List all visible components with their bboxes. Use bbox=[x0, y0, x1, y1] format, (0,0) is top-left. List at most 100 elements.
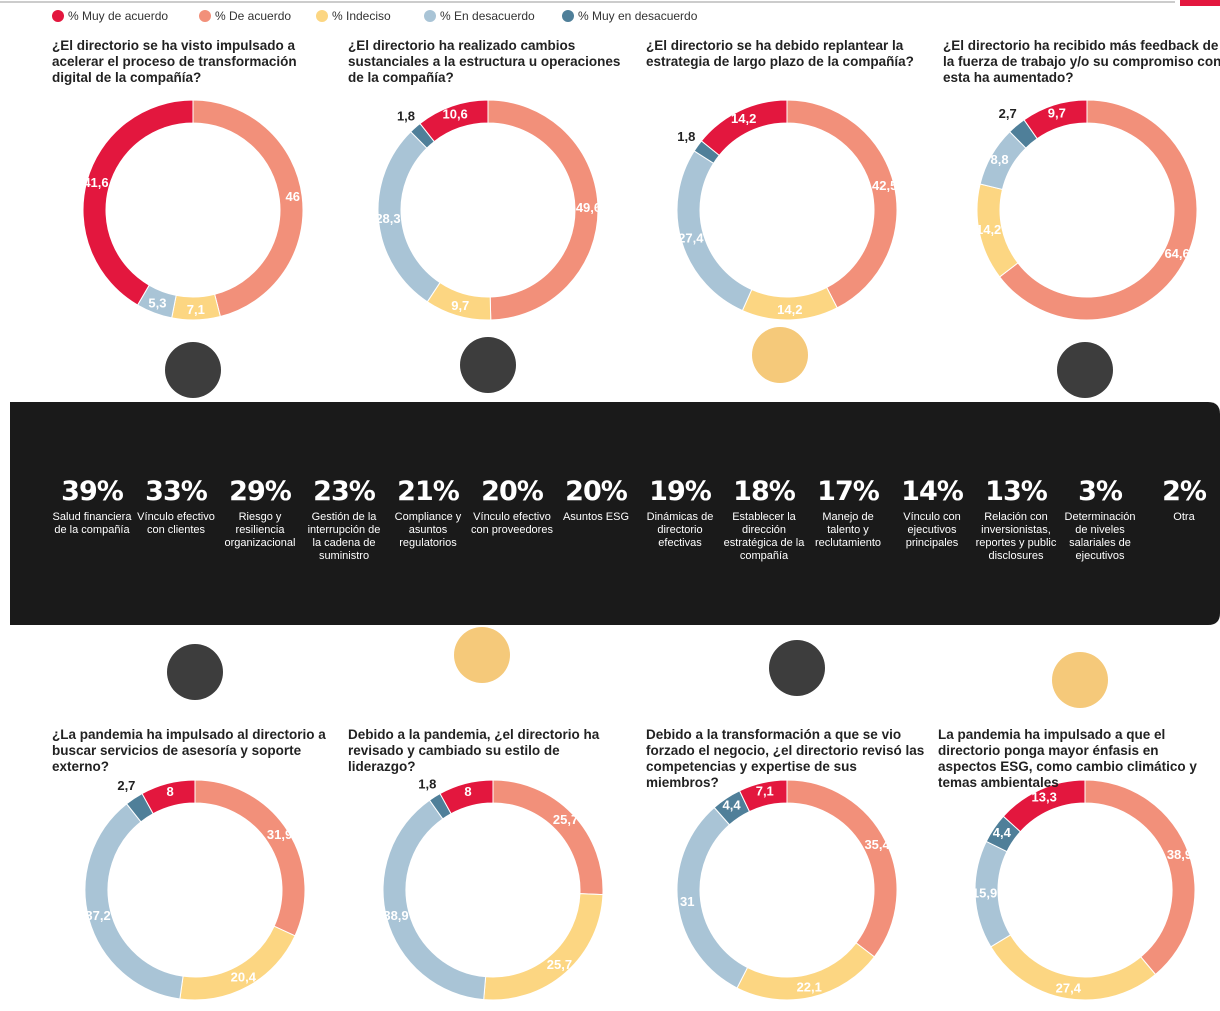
topic-label: Vínculo con ejecutivos principales bbox=[890, 511, 974, 550]
value-label: 64,6 bbox=[1164, 246, 1189, 261]
value-label: 2,7 bbox=[117, 778, 135, 793]
topic-label: Vínculo efectivo con proveedores bbox=[470, 511, 554, 537]
topic-label: Determinación de niveles salariales de e… bbox=[1058, 511, 1142, 563]
topic-label: Dinámicas de directorio efectivas bbox=[638, 511, 722, 550]
chart-title: ¿El directorio ha realizado cambios sust… bbox=[348, 38, 630, 86]
value-label: 20,4 bbox=[231, 970, 257, 985]
topic-label: Relación con inversionistas, reportes y … bbox=[974, 511, 1058, 563]
value-label: 8 bbox=[166, 784, 173, 799]
topic: 13% Relación con inversionistas, reportes… bbox=[974, 476, 1058, 563]
topic-percent: 23% bbox=[302, 476, 386, 507]
donut-segment bbox=[180, 926, 295, 1000]
donut-segment bbox=[195, 780, 305, 936]
topic-label: Asuntos ESG bbox=[554, 511, 638, 524]
value-label: 31,9 bbox=[267, 827, 292, 842]
legend-swatch bbox=[562, 10, 574, 22]
topic: 39%Salud financiera de la compañía bbox=[50, 476, 134, 537]
infographic: 467,15,341,649,69,728,31,810,642,514,227… bbox=[0, 0, 1220, 1011]
value-label: 1,8 bbox=[397, 108, 415, 123]
value-label: 2,7 bbox=[999, 106, 1017, 121]
topic-label: Riesgo y resiliencia organizacional bbox=[218, 511, 302, 550]
legend-swatch bbox=[52, 10, 64, 22]
value-label: 4,4 bbox=[723, 798, 742, 813]
topic-label: Otra bbox=[1142, 511, 1220, 524]
value-label: 14,2 bbox=[731, 111, 756, 126]
value-label: 28,3 bbox=[375, 211, 400, 226]
topic-percent: 19% bbox=[638, 476, 722, 507]
value-label: 37,2 bbox=[85, 908, 110, 923]
topic-label: Vínculo efectivo con clientes bbox=[134, 511, 218, 537]
topic-percent: 21% bbox=[386, 476, 470, 507]
chart-title: ¿El directorio ha recibido más feedback … bbox=[943, 38, 1220, 86]
topic: 19% Dinámicas de directorio efectivas bbox=[638, 476, 722, 550]
chart-title: Debido a la transformación a que se vio … bbox=[646, 727, 928, 791]
legend-label: % Muy de acuerdo bbox=[68, 9, 168, 23]
topic-percent: 2% bbox=[1142, 476, 1220, 507]
value-label: 15,9 bbox=[972, 886, 997, 901]
value-label: 41,6 bbox=[83, 175, 108, 190]
topic-label: Salud financiera de la compañía bbox=[50, 511, 134, 537]
value-label: 1,8 bbox=[677, 129, 695, 144]
legend-label: % Indeciso bbox=[332, 9, 391, 23]
value-label: 4,4 bbox=[993, 825, 1012, 840]
legend-label: % De acuerdo bbox=[215, 9, 291, 23]
topic: 21% Compliance y asuntos regulatorios bbox=[386, 476, 470, 550]
topic: 33% Vínculo efectivo con clientes bbox=[134, 476, 218, 537]
value-label: 14,2 bbox=[777, 302, 802, 317]
topic-percent: 17% bbox=[806, 476, 890, 507]
donut-segment bbox=[484, 894, 603, 1000]
topic: 2% Otra bbox=[1142, 476, 1220, 524]
topic: 29% Riesgo y resiliencia organizacional bbox=[218, 476, 302, 550]
chart-title: Debido a la pandemia, ¿el directorio ha … bbox=[348, 727, 630, 775]
value-label: 27,4 bbox=[678, 231, 704, 246]
value-label: 49,6 bbox=[576, 200, 601, 215]
corner-tag bbox=[1180, 0, 1220, 6]
topic-percent: 14% bbox=[890, 476, 974, 507]
value-label: 42,5 bbox=[872, 178, 897, 193]
topic: 23% Gestión de la interrupción de la cade… bbox=[302, 476, 386, 563]
value-label: 14,2 bbox=[976, 222, 1001, 237]
topic-percent: 18% bbox=[722, 476, 806, 507]
value-label: 9,7 bbox=[451, 298, 469, 313]
topic-percent: 3% bbox=[1058, 476, 1142, 507]
donut-segment bbox=[85, 804, 183, 999]
chart-title: La pandemia ha impulsado a que el direct… bbox=[938, 727, 1220, 791]
value-label: 25,7 bbox=[547, 957, 572, 972]
topic: 18%Establecer la dirección estratégica d… bbox=[722, 476, 806, 563]
value-label: 27,4 bbox=[1056, 981, 1082, 996]
topic: 3% Determinación de niveles salariales de… bbox=[1058, 476, 1142, 563]
topic-label: Gestión de la interrupción de la cadena … bbox=[302, 511, 386, 563]
chart-title: ¿La pandemia ha impulsado al directorio … bbox=[52, 727, 334, 775]
chart-title: ¿El directorio se ha debido replantear l… bbox=[646, 38, 928, 70]
legend-swatch bbox=[424, 10, 436, 22]
topic-label: Compliance y asuntos regulatorios bbox=[386, 511, 470, 550]
topic: 14% Vínculo con ejecutivos principales bbox=[890, 476, 974, 550]
value-label: 7,1 bbox=[187, 302, 205, 317]
legend-swatch bbox=[199, 10, 211, 22]
value-label: 8,8 bbox=[991, 152, 1009, 167]
donut-segment bbox=[493, 780, 603, 895]
topic-percent: 13% bbox=[974, 476, 1058, 507]
topic-label: Manejo de talento y reclutamiento bbox=[806, 511, 890, 550]
topic-percent: 33% bbox=[134, 476, 218, 507]
value-label: 13,3 bbox=[1032, 790, 1057, 805]
donut-segment bbox=[1085, 780, 1195, 974]
chart-title: ¿El directorio se ha visto impulsado a a… bbox=[52, 38, 334, 86]
legend-label: % Muy en desacuerdo bbox=[578, 9, 697, 23]
value-label: 35,4 bbox=[864, 837, 890, 852]
value-label: 46 bbox=[285, 189, 299, 204]
donut-segment bbox=[787, 100, 897, 308]
value-label: 25,7 bbox=[553, 812, 578, 827]
legend-swatch bbox=[316, 10, 328, 22]
value-label: 38,9 bbox=[1167, 847, 1192, 862]
topic-percent: 20% bbox=[554, 476, 638, 507]
topic: 20% Asuntos ESG bbox=[554, 476, 638, 524]
topic-percent: 29% bbox=[218, 476, 302, 507]
topic-percent: 20% bbox=[470, 476, 554, 507]
donut-segment bbox=[193, 100, 303, 317]
value-label: 38,9 bbox=[383, 908, 408, 923]
value-label: 22,1 bbox=[797, 979, 822, 994]
topic: 20% Vínculo efectivo con proveedores bbox=[470, 476, 554, 537]
value-label: 5,3 bbox=[148, 295, 166, 310]
value-label: 1,8 bbox=[418, 776, 436, 791]
